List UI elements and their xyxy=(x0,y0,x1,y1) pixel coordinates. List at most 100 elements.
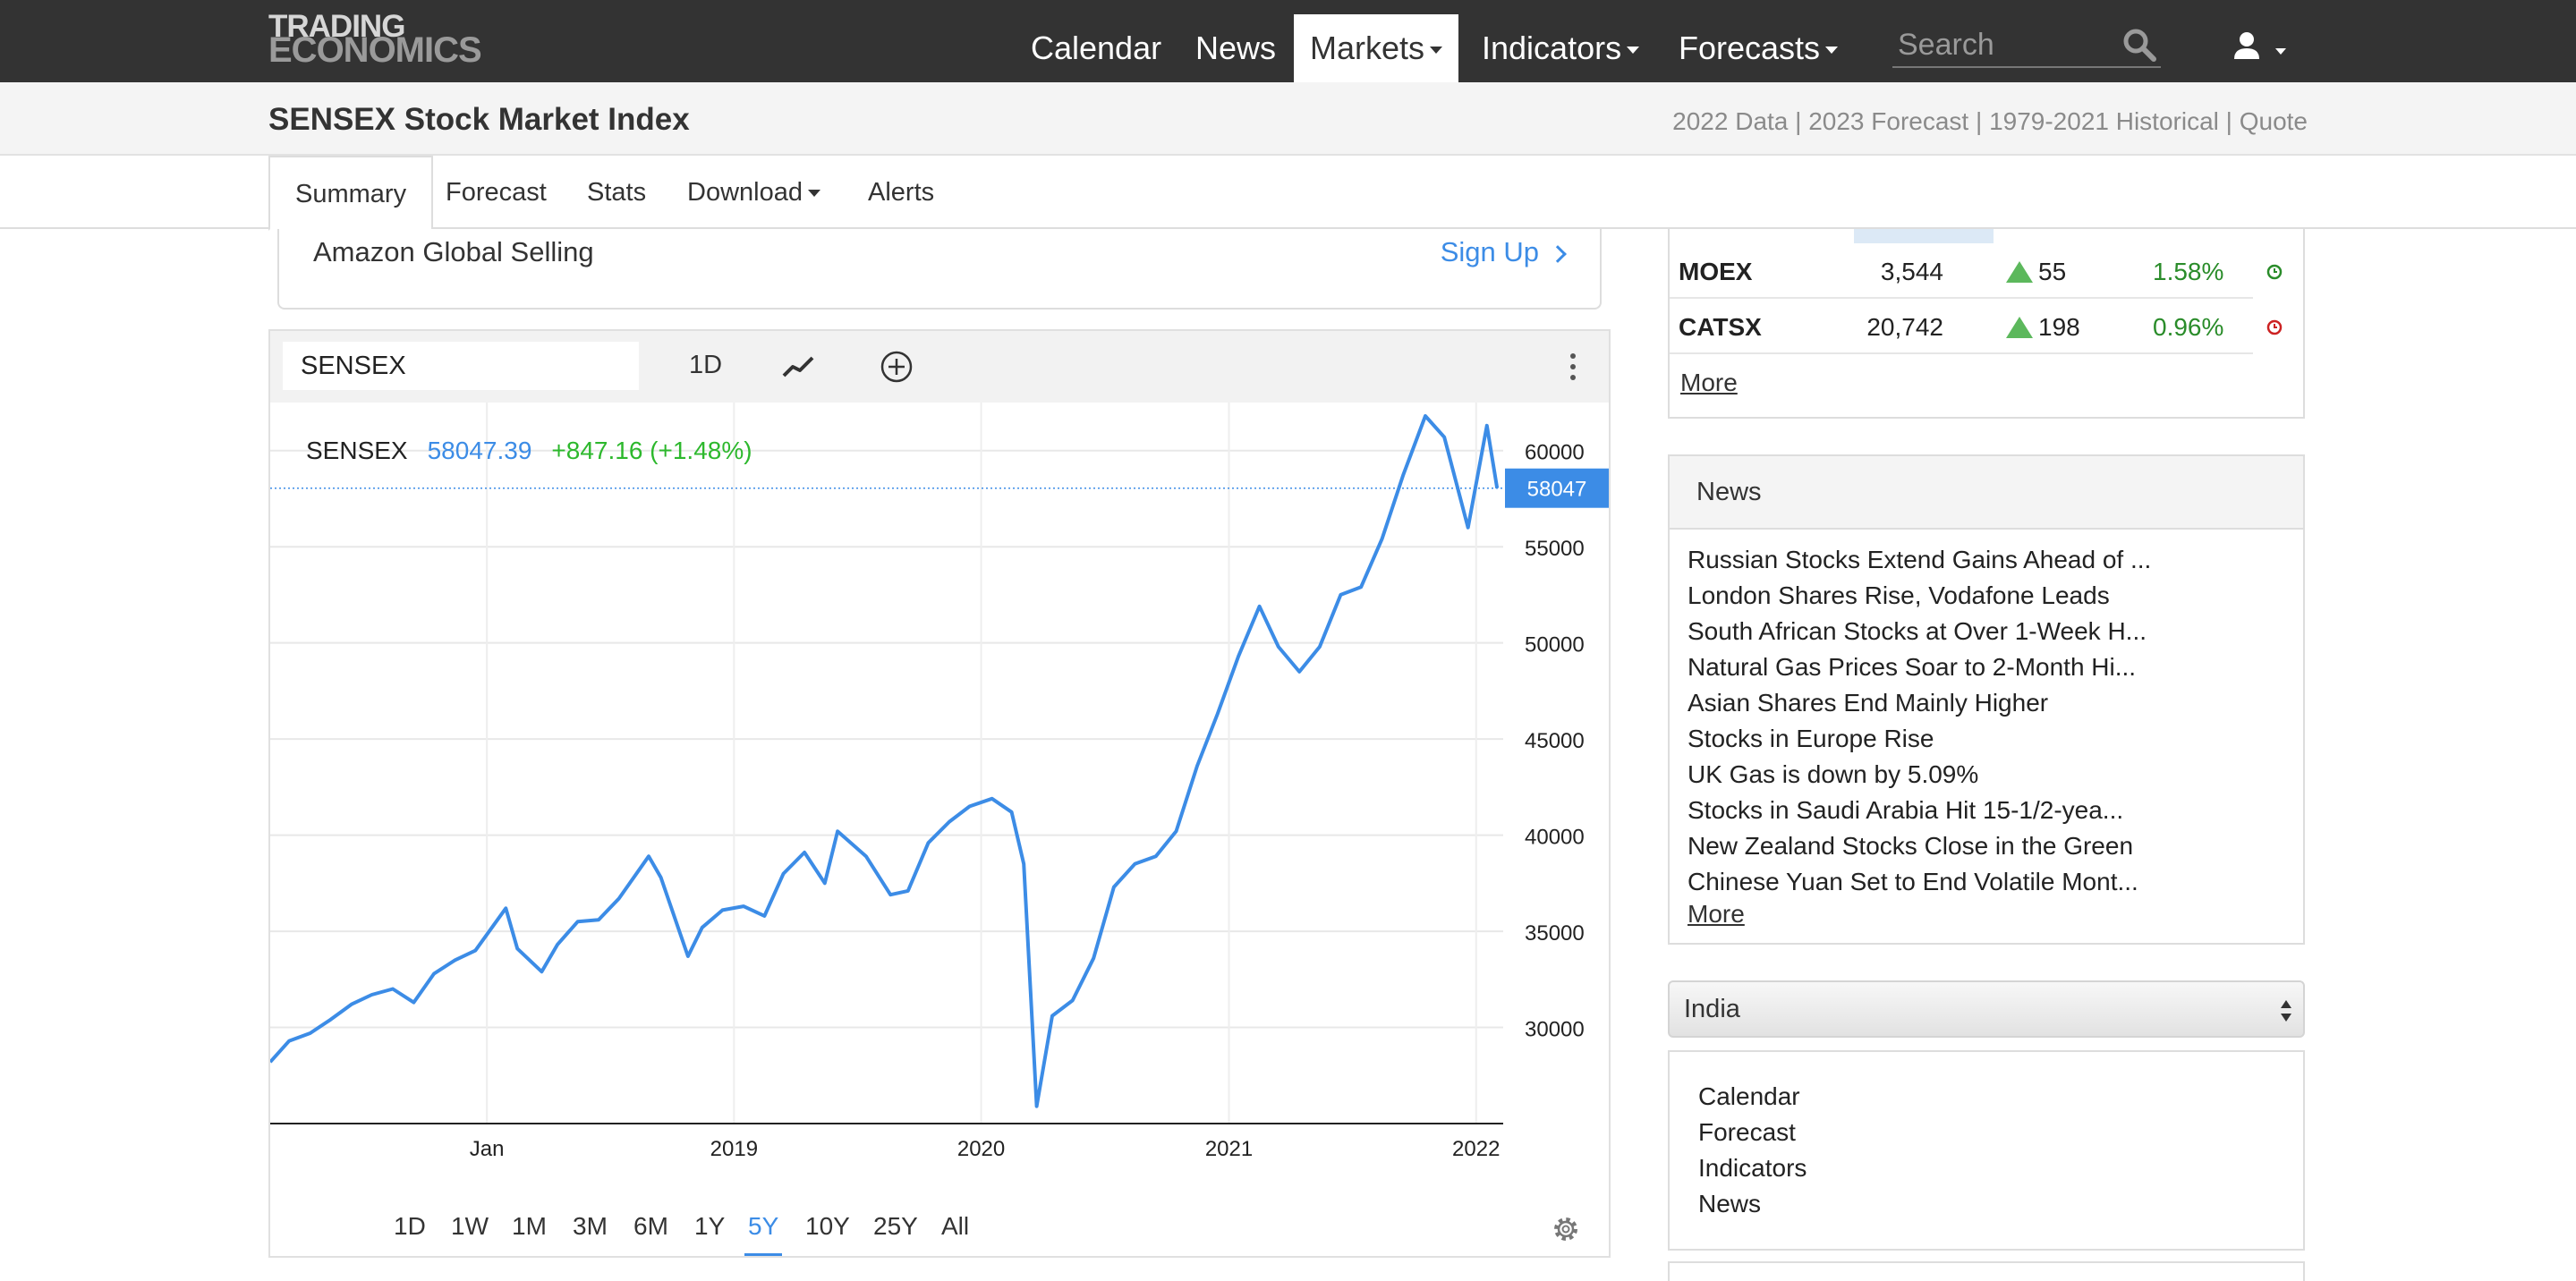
caret-down-icon xyxy=(1627,47,1640,55)
news-item[interactable]: Russian Stocks Extend Gains Ahead of ... xyxy=(1688,546,2152,573)
nav-label: Indicators xyxy=(1482,30,1622,66)
ad-banner[interactable]: Amazon Global Selling Sign Up xyxy=(277,229,1602,310)
market-name[interactable]: CATSX xyxy=(1679,313,1762,341)
range-button-all[interactable]: All xyxy=(941,1212,970,1240)
x-tick-label: 2022 xyxy=(1452,1137,1500,1161)
news-item[interactable]: Natural Gas Prices Soar to 2-Month Hi... xyxy=(1688,653,2137,681)
y-tick-label: 45000 xyxy=(1525,729,1585,753)
range-button-5y[interactable]: 5Y xyxy=(744,1200,783,1256)
range-button-1y[interactable]: 1Y xyxy=(694,1212,726,1240)
tab-alerts[interactable]: Alerts xyxy=(843,156,959,229)
news-item[interactable]: Chinese Yuan Set to End Volatile Mont... xyxy=(1688,868,2138,895)
country-link-indicators[interactable]: Indicators xyxy=(1698,1154,1807,1182)
brand-line1: TRADING xyxy=(268,9,405,44)
x-tick-label: 2021 xyxy=(1205,1137,1253,1161)
news-list: Russian Stocks Extend Gains Ahead of ...… xyxy=(1688,542,2151,900)
quick-link-data[interactable]: 2022 Data xyxy=(1672,107,1789,135)
search-icon[interactable] xyxy=(2121,27,2157,63)
country-link-forecast[interactable]: Forecast xyxy=(1698,1118,1796,1146)
news-item[interactable]: South African Stocks at Over 1-Week H... xyxy=(1688,617,2147,645)
y-tick-label: 60000 xyxy=(1525,441,1585,465)
legend-value: 58047.39 xyxy=(427,437,532,464)
chart-panel: 1D 30000 35000 40000 45000 50000 55000 60000 Ja… xyxy=(268,329,1611,1258)
ad-text: Amazon Global Selling xyxy=(313,236,594,267)
news-item[interactable]: Stocks in Saudi Arabia Hit 15-1/2-yea... xyxy=(1688,796,2124,824)
news-title: News xyxy=(1696,478,1762,506)
quick-link-quote[interactable]: Quote xyxy=(2239,107,2308,135)
markets-table: MOEX 3,544 55 1.58% CATSX 20,742 198 0.96% More xyxy=(1668,229,2305,419)
news-item[interactable]: New Zealand Stocks Close in the Green xyxy=(1688,832,2134,860)
tab-forecast[interactable]: Forecast xyxy=(421,156,572,229)
title-bar: SENSEX Stock Market Index 2022 Data | 20… xyxy=(0,82,2576,156)
news-more-link[interactable]: More xyxy=(1688,900,1745,928)
last-value-label: 58047 xyxy=(1527,478,1587,502)
tab-summary[interactable]: Summary xyxy=(268,156,434,231)
tab-download[interactable]: Download xyxy=(662,156,846,229)
user-icon[interactable] xyxy=(2232,30,2291,66)
line-chart-icon[interactable] xyxy=(780,349,816,385)
range-button-25y[interactable]: 25Y xyxy=(873,1212,918,1240)
select-arrows-icon xyxy=(2281,1000,2291,1022)
news-panel: News Russian Stocks Extend Gains Ahead o… xyxy=(1668,454,2305,945)
table-row[interactable]: MOEX 3,544 55 1.58% xyxy=(1670,243,2283,299)
market-price: 3,544 xyxy=(1880,258,1943,285)
range-button-3m[interactable]: 3M xyxy=(573,1212,608,1240)
y-tick-label: 30000 xyxy=(1525,1018,1585,1042)
range-button-10y[interactable]: 10Y xyxy=(805,1212,850,1240)
legend-change: +847.16 (+1.48%) xyxy=(551,437,752,464)
market-change: 198 xyxy=(2038,313,2080,341)
news-item[interactable]: Asian Shares End Mainly Higher xyxy=(1688,689,2049,717)
symbol-input[interactable] xyxy=(283,342,639,390)
country-link-news[interactable]: News xyxy=(1698,1190,1762,1217)
y-tick-label: 50000 xyxy=(1525,633,1585,657)
price-chart[interactable]: 30000 35000 40000 45000 50000 55000 60000 Jan 20… xyxy=(270,403,1609,1200)
news-item[interactable]: London Shares Rise, Vodafone Leads xyxy=(1688,581,2110,609)
country-link-calendar[interactable]: Calendar xyxy=(1698,1082,1800,1110)
range-button-1m[interactable]: 1M xyxy=(512,1212,547,1240)
market-name[interactable]: MOEX xyxy=(1679,258,1753,285)
brand-line2: ECONOMICS xyxy=(268,30,482,70)
brand-logo[interactable]: TRADING ECONOMICS xyxy=(268,9,482,70)
chevron-right-icon xyxy=(1549,244,1567,263)
x-tick-label: 2020 xyxy=(957,1137,1005,1161)
nav-calendar[interactable]: Calendar xyxy=(1015,0,1177,82)
page-title: SENSEX Stock Market Index xyxy=(268,102,690,137)
range-button-6m[interactable]: 6M xyxy=(633,1212,668,1240)
top-navbar: TRADING ECONOMICS Calendar News Markets Ind… xyxy=(0,0,2576,82)
period-selector[interactable]: 1D xyxy=(689,351,723,379)
range-bar: 1D 1W 1M 3M 6M 1Y 5Y 10Y 25Y All xyxy=(270,1200,1609,1256)
news-item[interactable]: UK Gas is down by 5.09% xyxy=(1688,760,1979,788)
markets-more-link[interactable]: More xyxy=(1680,369,1738,396)
tab-label: Summary xyxy=(295,180,407,208)
quick-link-historical[interactable]: 1979-2021 Historical xyxy=(1989,107,2219,135)
tab-stats[interactable]: Stats xyxy=(562,156,671,229)
sign-up-link[interactable]: Sign Up xyxy=(1440,236,1567,268)
gear-icon[interactable] xyxy=(1550,1213,1582,1245)
search-box[interactable] xyxy=(1892,23,2161,68)
range-button-1d[interactable]: 1D xyxy=(394,1212,426,1240)
nav-forecasts[interactable]: Forecasts xyxy=(1662,0,1854,82)
country-select[interactable]: India xyxy=(1668,980,2305,1038)
more-vertical-icon[interactable] xyxy=(1564,349,1582,385)
add-circle-icon[interactable] xyxy=(879,349,914,385)
caret-down-icon xyxy=(1430,47,1443,55)
nav-label: Calendar xyxy=(1031,30,1162,66)
news-header: News xyxy=(1670,456,2303,530)
sign-up-label: Sign Up xyxy=(1440,236,1539,267)
quick-link-forecast[interactable]: 2023 Forecast xyxy=(1808,107,1969,135)
nav-markets[interactable]: Markets xyxy=(1294,14,1459,82)
series-line xyxy=(270,414,1500,1108)
nav-indicators[interactable]: Indicators xyxy=(1466,0,1655,82)
caret-down-icon xyxy=(807,190,820,198)
market-price: 20,742 xyxy=(1866,313,1943,341)
search-input[interactable] xyxy=(1898,27,2121,63)
tab-label: Stats xyxy=(587,178,647,207)
news-item[interactable]: Stocks in Europe Rise xyxy=(1688,725,1934,752)
country-links: Calendar Forecast Indicators News xyxy=(1668,1050,2305,1251)
country-selected: India xyxy=(1684,995,1740,1023)
table-row[interactable]: CATSX 20,742 198 0.96% xyxy=(1670,299,2283,354)
chart-toolbar: 1D xyxy=(270,331,1609,403)
nav-news[interactable]: News xyxy=(1179,0,1292,82)
range-button-1w[interactable]: 1W xyxy=(451,1212,489,1240)
